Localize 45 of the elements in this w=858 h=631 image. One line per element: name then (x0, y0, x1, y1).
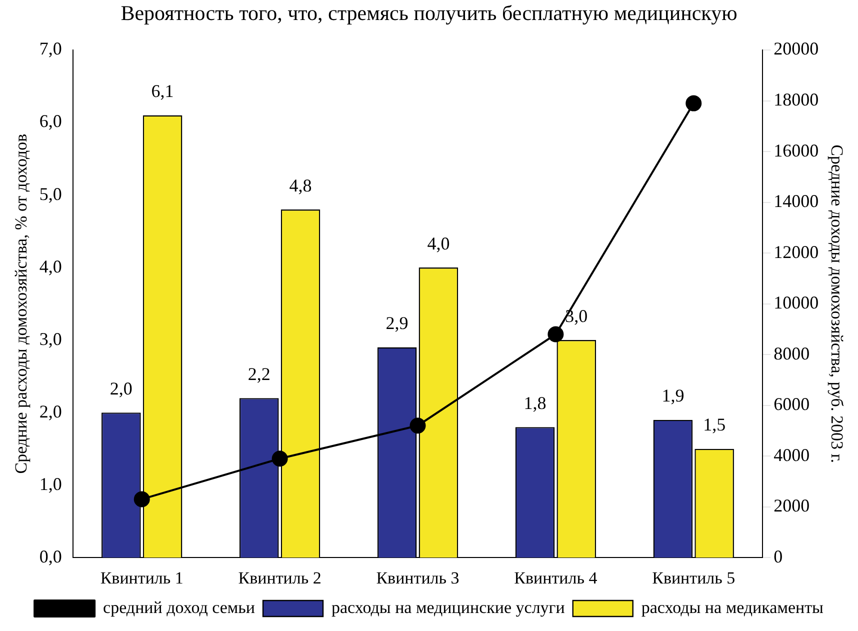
y2-tick-label: 20000 (774, 38, 819, 59)
point (272, 450, 288, 467)
y2-tick-label: 14000 (774, 191, 819, 212)
y-tick-label: 3,0 (39, 328, 62, 349)
legend-label: средний доход семьи (103, 598, 256, 617)
y2-axis-title: Средние доходы домохозяйства, руб. 2003 г. (827, 144, 846, 464)
data-label: 1,5 (703, 414, 726, 435)
data-label: 4,8 (289, 175, 312, 196)
data-label: 1,9 (662, 386, 684, 406)
data-label: 6,1 (151, 80, 174, 101)
y-tick-label: 7,0 (39, 38, 62, 59)
point (134, 491, 150, 508)
y2-tick-label: 18000 (774, 89, 819, 110)
data-label: 2,2 (248, 364, 270, 384)
legend-label: расходы на медикаменты (641, 598, 824, 617)
text: Вероятность того, что, стремясь получить бесплатную медицинскую (120, 1, 738, 26)
y-tick-label: 0,0 (39, 546, 62, 566)
y-tick-label: 4,0 (39, 256, 62, 276)
x-tick-label: Квинтиль 3 (376, 568, 460, 588)
y2-tick-label: 8000 (774, 343, 810, 364)
data-label: 4,0 (427, 233, 450, 254)
y2-tick-label: 10000 (774, 292, 819, 313)
data-label: 2,0 (110, 378, 132, 398)
x-tick-label: Квинтиль 2 (238, 568, 322, 588)
point (548, 326, 564, 342)
point (410, 418, 426, 434)
y-tick-label: 6,0 (39, 111, 62, 132)
point (686, 95, 702, 112)
y2-tick-label: 4000 (774, 444, 810, 465)
y2-tick-label: 12000 (774, 242, 819, 262)
x-tick-label: Квинтиль 1 (100, 568, 184, 588)
y2-tick-label: 16000 (774, 140, 819, 160)
y2-tick-label: 2000 (774, 496, 810, 516)
y2-tick-label: 0 (774, 546, 783, 566)
data-label: 1,8 (524, 392, 546, 413)
legend-label: расходы на медицинские услуги (332, 598, 565, 617)
y-tick-label: 2,0 (39, 401, 62, 422)
y-tick-label: 1,0 (39, 474, 62, 494)
x-tick-label: Квинтиль 5 (652, 568, 736, 588)
data-label: 3,0 (565, 306, 588, 326)
y-axis-title: Средние расходы домохозяйства, % от доходов (12, 134, 31, 474)
x-tick-label: Квинтиль 4 (514, 568, 598, 588)
y-tick-label: 5,0 (39, 184, 62, 204)
y2-tick-label: 6000 (774, 394, 810, 414)
data-label: 2,9 (386, 313, 408, 334)
